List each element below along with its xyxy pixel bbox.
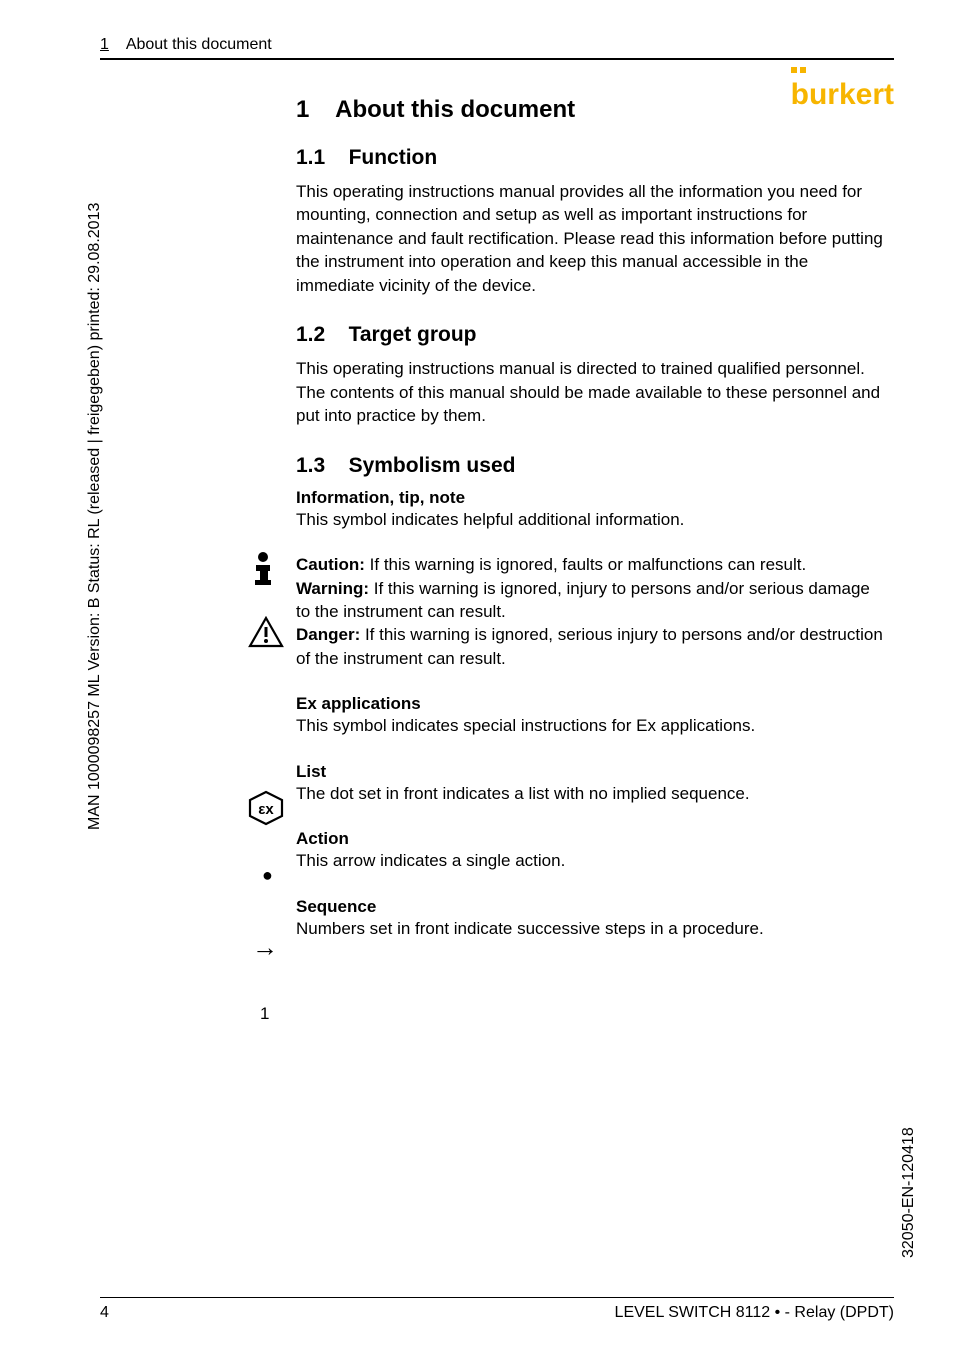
sym-caution-line: Caution: If this warning is ignored, fau… (296, 553, 888, 576)
symbol-block-warning: Caution: If this warning is ignored, fau… (296, 553, 888, 670)
heading-1-2: 1.2 Target group (296, 323, 888, 347)
heading-1: 1 About this document (296, 96, 888, 124)
para-1-1: This operating instructions manual provi… (296, 180, 888, 297)
sym-action-body: This arrow indicates a single action. (296, 849, 888, 872)
sym-seq-body: Numbers set in front indicate successive… (296, 917, 888, 940)
h1-title: About this document (335, 96, 575, 123)
sym-danger-line: Danger: If this warning is ignored, seri… (296, 623, 888, 670)
brand-dots-icon (791, 60, 809, 78)
h2-title: Symbolism used (349, 454, 516, 477)
info-icon (250, 552, 276, 586)
sym-caution-label: Caution: (296, 555, 365, 574)
sym-list-title: List (296, 762, 888, 782)
h2-title: Target group (349, 323, 477, 346)
symbol-block-info: Information, tip, note This symbol indic… (296, 488, 888, 531)
h2-num: 1.1 (296, 146, 325, 169)
header-rule (100, 58, 894, 60)
footer-doc-title: LEVEL SWITCH 8112 • - Relay (DPDT) (615, 1304, 894, 1322)
sym-action-title: Action (296, 829, 888, 849)
side-meta-right: 32050-EN-120418 (900, 1127, 918, 1258)
page: 1 About this document burkert MAN 100009… (0, 0, 954, 1354)
sym-list-body: The dot set in front indicates a list wi… (296, 782, 888, 805)
h2-num: 1.2 (296, 323, 325, 346)
symbol-block-list: List The dot set in front indicates a li… (296, 762, 888, 805)
symbol-block-action: Action This arrow indicates a single act… (296, 829, 888, 872)
svg-text:εx: εx (258, 801, 274, 818)
symbol-block-ex: Ex applications This symbol indicates sp… (296, 694, 888, 737)
sym-ex-body: This symbol indicates special instructio… (296, 714, 888, 737)
sym-seq-title: Sequence (296, 897, 888, 917)
footer-rule (100, 1297, 894, 1298)
side-meta-left: MAN 1000098257 ML Version: B Status: RL … (86, 203, 104, 830)
footer-page-num: 4 (100, 1304, 109, 1322)
h2-title: Function (349, 146, 438, 169)
arrow-icon: → (252, 932, 278, 963)
sym-caution-body: If this warning is ignored, faults or ma… (365, 555, 806, 574)
main-content: 1 About this document 1.1 Function This … (296, 96, 888, 940)
symbol-block-sequence: Sequence Numbers set in front indicate s… (296, 897, 888, 940)
sequence-number: 1 (260, 1004, 269, 1024)
sym-info-body: This symbol indicates helpful additional… (296, 508, 888, 531)
sym-warning-body: If this warning is ignored, injury to pe… (296, 579, 870, 621)
sym-warning-line: Warning: If this warning is ignored, inj… (296, 577, 888, 624)
sym-ex-title: Ex applications (296, 694, 888, 714)
ex-icon: εx (246, 790, 286, 826)
h1-num: 1 (296, 96, 309, 123)
para-1-2: This operating instructions manual is di… (296, 357, 888, 427)
header-section-num: 1 (100, 36, 109, 53)
header-section-title: About this document (126, 36, 272, 53)
sym-warning-label: Warning: (296, 579, 369, 598)
caution-icon (248, 616, 284, 648)
h2-num: 1.3 (296, 454, 325, 477)
sym-danger-body: If this warning is ignored, serious inju… (296, 625, 883, 667)
sym-danger-label: Danger: (296, 625, 360, 644)
heading-1-3: 1.3 Symbolism used (296, 454, 888, 478)
heading-1-1: 1.1 Function (296, 146, 888, 170)
header-section-label: 1 About this document (100, 36, 284, 54)
bullet-icon: ● (262, 865, 273, 886)
sym-info-title: Information, tip, note (296, 488, 888, 508)
